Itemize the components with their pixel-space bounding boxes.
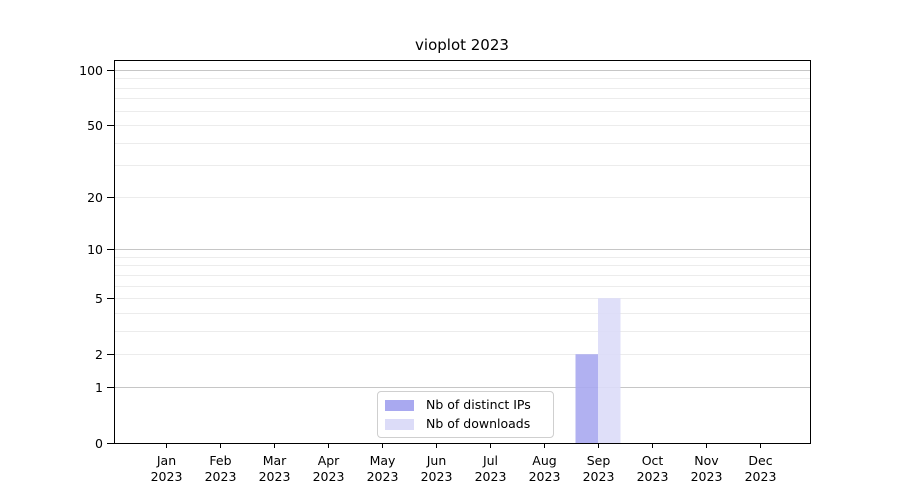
x-tick-year-oct: 2023 [637,469,669,484]
bars [575,298,621,443]
y-tick-label-50: 50 [87,118,103,133]
bar-distinct-ips-sep [575,354,598,443]
y-tick-label-2: 2 [95,347,103,362]
x-tick-year-sep: 2023 [583,469,615,484]
legend-label-distinct-ips: Nb of distinct IPs [426,397,531,412]
x-tick-year-aug: 2023 [529,469,561,484]
x-tick-month-dec: Dec [748,453,772,468]
bar-downloads-sep [598,298,621,443]
y-tick-label-10: 10 [87,242,103,257]
chart-title: vioplot 2023 [415,36,509,54]
y-tick-label-100: 100 [79,63,103,78]
x-tick-year-mar: 2023 [259,469,291,484]
x-tick-month-jul: Jul [482,453,498,468]
y-tick-label-0: 0 [95,436,103,451]
plot-box [114,60,811,444]
x-tick-year-may: 2023 [367,469,399,484]
x-tick-year-apr: 2023 [313,469,345,484]
x-tick-year-jan: 2023 [151,469,183,484]
y-axis: 0 1 2 5 10 20 50 100 [79,63,114,451]
x-tick-month-jun: Jun [426,453,447,468]
x-tick-month-may: May [370,453,396,468]
x-tick-year-dec: 2023 [745,469,777,484]
minor-gridlines [114,78,810,355]
y-tick-label-1: 1 [95,380,103,395]
x-tick-month-sep: Sep [587,453,611,468]
x-tick-month-aug: Aug [532,453,556,468]
x-tick-year-nov: 2023 [691,469,723,484]
x-tick-year-feb: 2023 [205,469,237,484]
x-axis: Jan2023Feb2023Mar2023Apr2023May2023Jun20… [151,443,777,484]
x-tick-year-jul: 2023 [475,469,507,484]
x-tick-year-jun: 2023 [421,469,453,484]
legend-item-downloads: Nb of downloads [385,416,544,432]
x-tick-month-oct: Oct [642,453,664,468]
x-tick-month-nov: Nov [694,453,719,468]
x-tick-month-apr: Apr [318,453,340,468]
x-tick-month-mar: Mar [263,453,287,468]
x-tick-month-feb: Feb [209,453,231,468]
y-tick-label-5: 5 [95,291,103,306]
legend-label-downloads: Nb of downloads [426,416,531,431]
major-gridlines [114,70,810,388]
legend: Nb of distinct IPs Nb of downloads [377,391,554,438]
x-tick-month-jan: Jan [156,453,176,468]
y-tick-label-20: 20 [87,190,103,205]
legend-swatch-downloads [385,418,414,430]
legend-swatch-distinct-ips [385,399,414,411]
legend-item-distinct-ips: Nb of distinct IPs [385,397,544,413]
